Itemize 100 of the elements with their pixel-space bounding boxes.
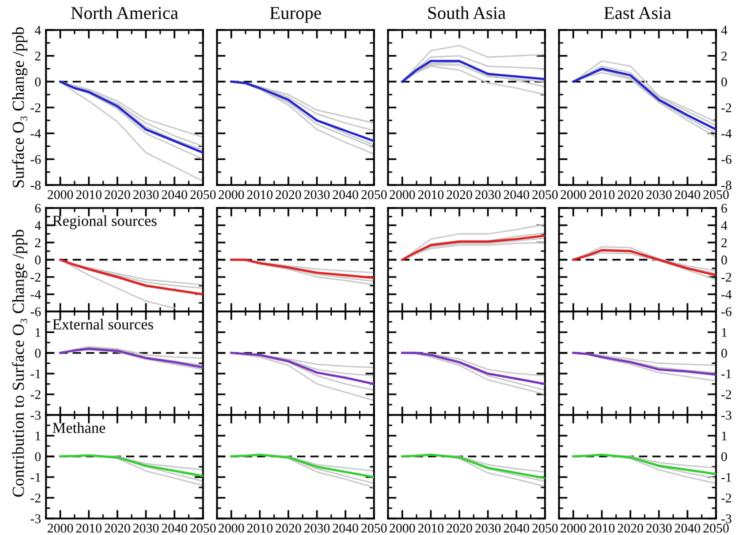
y-tick-label: -6 (30, 307, 41, 316)
y-axis-title: Contribution to Surface O₃ Change /ppb (12, 230, 28, 497)
y-tick-label: -4 (721, 129, 732, 138)
x-tick-label: 2030 (133, 190, 159, 200)
x-tick-label: 2040 (674, 524, 700, 533)
y-tick-label: -6 (721, 307, 732, 316)
y-tick-label: 1 (722, 328, 727, 337)
y-tick-label: -2 (30, 390, 40, 399)
y-tick-label: 6 (35, 204, 41, 213)
y-tick-label: -3 (721, 410, 732, 420)
x-tick-label: 2010 (418, 190, 444, 200)
x-tick-label: 2000 (560, 524, 586, 533)
chart-title: North America (71, 6, 178, 20)
x-tick-label: 2020 (104, 524, 130, 533)
y-tick-label: 0 (721, 452, 727, 462)
x-tick-label: 2000 (48, 524, 73, 533)
x-tick-label: 2030 (133, 524, 159, 533)
annotation: Regional sources (52, 215, 157, 230)
y-tick-label: 1 (36, 432, 40, 440)
x-tick-label: 2010 (247, 524, 273, 533)
y-tick-label: -2 (721, 272, 732, 282)
y-axis-title: Surface O₃ Change /ppb (12, 27, 28, 188)
y-tick-label: 6 (721, 204, 728, 213)
x-tick-label: 2020 (276, 524, 302, 533)
y-tick-label: 2 (35, 52, 40, 60)
x-tick-label: 2050 (190, 524, 216, 533)
x-tick-label: 2030 (646, 190, 672, 200)
x-tick-label: 2000 (218, 524, 244, 533)
x-tick-label: 2040 (162, 190, 188, 200)
annotation: External sources (52, 318, 154, 330)
x-tick-label: 2010 (589, 190, 615, 200)
x-tick-label: 2040 (504, 190, 530, 200)
x-tick-label: 2050 (361, 190, 387, 200)
y-tick-label: -2 (30, 103, 40, 112)
x-tick-label: 2040 (504, 524, 530, 533)
y-tick-label: 0 (35, 452, 41, 462)
chart-title: East Asia (604, 6, 672, 20)
x-tick-label: 2050 (703, 524, 729, 533)
y-tick-label: 0 (35, 348, 41, 358)
y-tick-label: 0 (721, 77, 727, 86)
y-tick-label: -3 (721, 514, 732, 524)
x-tick-label: 2050 (532, 190, 558, 200)
x-tick-label: 2030 (646, 524, 672, 533)
y-tick-label: -4 (30, 129, 41, 138)
x-tick-label: 2050 (190, 190, 216, 200)
y-tick-label: -1 (721, 369, 732, 378)
x-tick-label: 2000 (390, 190, 415, 200)
x-tick-label: 2020 (446, 190, 472, 200)
y-tick-label: 0 (721, 348, 727, 358)
y-tick-label: -6 (721, 155, 732, 164)
y-tick-label: -2 (721, 103, 732, 112)
x-tick-label: 2040 (332, 524, 358, 533)
x-tick-label: 2020 (618, 190, 644, 200)
y-tick-label: 4 (34, 26, 41, 35)
x-tick-label: 2040 (162, 524, 188, 533)
y-tick-label: -2 (30, 272, 40, 282)
x-tick-label: 2010 (76, 524, 102, 533)
x-tick-label: 2020 (276, 190, 302, 200)
y-tick-label: -2 (721, 494, 732, 502)
chart-title: Europe (270, 7, 321, 23)
x-tick-label: 2020 (104, 190, 130, 200)
y-tick-label: 4 (721, 26, 728, 35)
y-tick-label: 4 (721, 221, 728, 230)
x-tick-label: 2000 (390, 524, 415, 533)
y-tick-label: -3 (30, 514, 41, 524)
y-tick-label: -4 (30, 290, 41, 299)
x-tick-label: 2010 (247, 190, 273, 200)
y-tick-label: 1 (722, 432, 727, 440)
x-tick-label: 2010 (76, 190, 102, 200)
x-tick-label: 2010 (418, 524, 444, 533)
chart-title: South Asia (428, 6, 506, 20)
x-tick-label: 2000 (48, 190, 73, 200)
x-tick-label: 2030 (304, 524, 330, 533)
x-tick-label: 2030 (475, 524, 501, 533)
x-tick-label: 2030 (304, 190, 330, 200)
y-tick-label: 2 (721, 238, 727, 248)
y-tick-label: -2 (30, 494, 40, 502)
x-tick-label: 2050 (703, 190, 729, 200)
y-tick-label: -3 (30, 410, 41, 420)
y-tick-label: -1 (30, 472, 40, 482)
x-tick-label: 2040 (674, 190, 700, 200)
y-tick-label: -1 (721, 472, 732, 482)
y-tick-label: 2 (721, 52, 727, 60)
x-tick-label: 2020 (446, 524, 472, 533)
y-tick-label: 2 (35, 238, 40, 248)
x-tick-label: 2030 (475, 190, 501, 200)
y-tick-label: -6 (30, 155, 41, 164)
y-tick-label: -8 (30, 180, 41, 190)
x-tick-label: 2050 (361, 524, 387, 533)
y-tick-label: 1 (36, 328, 40, 337)
y-tick-label: 0 (35, 77, 41, 86)
x-tick-label: 2020 (618, 524, 644, 533)
y-tick-label: 0 (35, 256, 41, 264)
y-tick-label: -2 (721, 390, 732, 399)
x-tick-label: 2040 (332, 190, 358, 200)
annotation: Methane (52, 422, 106, 433)
x-tick-label: 2010 (589, 524, 615, 533)
x-tick-label: 2000 (560, 190, 586, 200)
y-tick-label: 0 (721, 256, 727, 264)
y-tick-label: -8 (721, 180, 732, 190)
